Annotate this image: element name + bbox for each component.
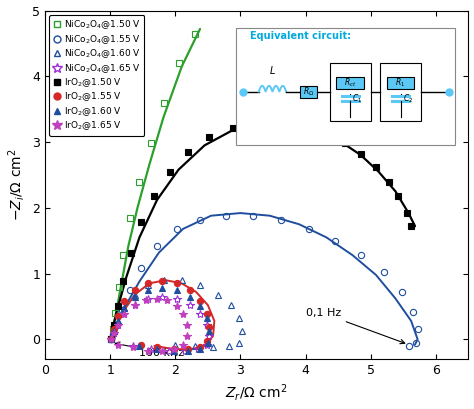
Legend: NiCo$_2$O$_4$@1.50 V, NiCo$_2$O$_4$@1.55 V, NiCo$_2$O$_4$@1.60 V, NiCo$_2$O$_4$@: NiCo$_2$O$_4$@1.50 V, NiCo$_2$O$_4$@1.55…: [49, 15, 144, 136]
Y-axis label: $-Z_i/\Omega\ \mathrm{cm}^2$: $-Z_i/\Omega\ \mathrm{cm}^2$: [6, 148, 27, 221]
Text: 0,1 Hz: 0,1 Hz: [306, 308, 405, 344]
Text: 100 kHz: 100 kHz: [115, 342, 185, 358]
X-axis label: $Z_r/\Omega\ \mathrm{cm}^2$: $Z_r/\Omega\ \mathrm{cm}^2$: [226, 382, 288, 403]
